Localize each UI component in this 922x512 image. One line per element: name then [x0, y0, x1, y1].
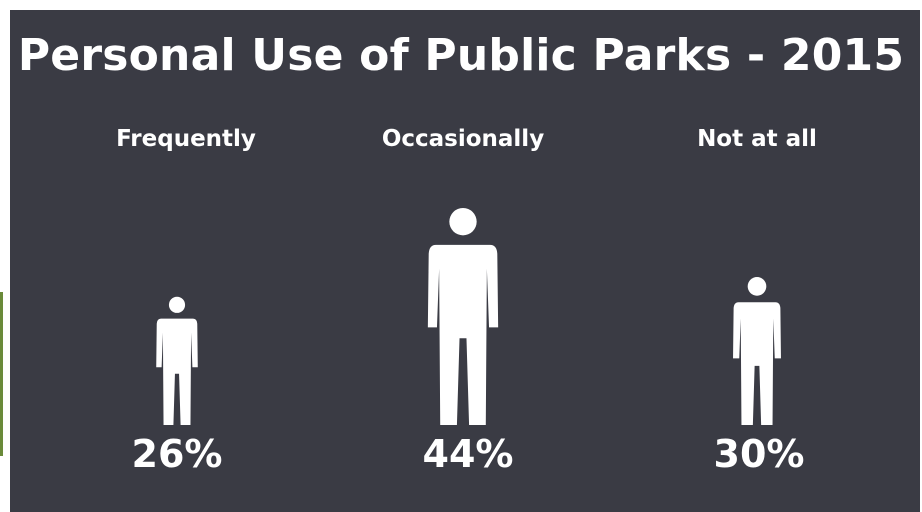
value-label-not-at-all: 30%: [713, 432, 805, 476]
category-label-frequently: Frequently: [116, 126, 256, 152]
category-label-not-at-all: Not at all: [697, 126, 817, 152]
value-label-occasionally: 44%: [422, 432, 514, 476]
left-accent-bar: [0, 292, 3, 456]
value-label-frequently: 26%: [131, 432, 223, 476]
category-label-occasionally: Occasionally: [381, 126, 545, 152]
chart-title: Personal Use of Public Parks - 2015: [17, 30, 905, 81]
